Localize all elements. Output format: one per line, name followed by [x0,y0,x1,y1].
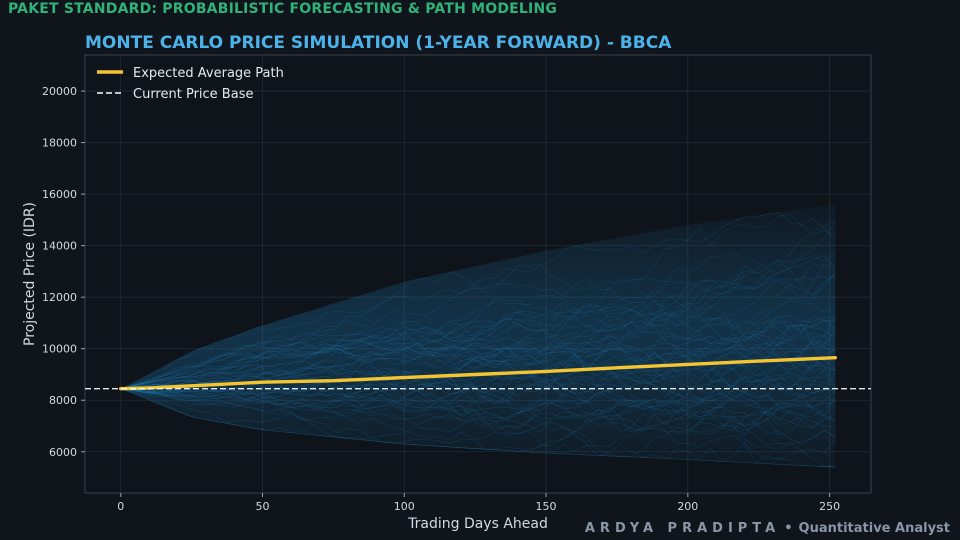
simulation-path [120,372,836,421]
simulation-path [120,347,836,404]
simulation-path [120,315,836,389]
simulation-path [120,273,836,389]
header-label: PAKET STANDARD: PROBABILISTIC FORECASTIN… [8,1,558,17]
y-tick-label: 12000 [42,291,77,304]
series-lines [85,356,871,391]
y-tick-label: 16000 [42,188,77,201]
x-tick-label: 150 [536,500,557,513]
simulation-path [120,327,836,417]
author-name: ARDYA PRADIPTA [584,521,781,536]
y-tick-label: 14000 [42,240,77,253]
simulation-path [120,302,836,389]
simulation-path [120,275,836,389]
y-tick-label: 10000 [42,343,77,356]
simulation-path [120,388,836,468]
simulation-path [120,260,836,389]
simulation-path [120,354,836,417]
simulation-path [120,388,836,435]
simulation-path [120,220,836,389]
simulation-path [120,254,836,389]
x-tick-label: 200 [677,500,698,513]
simulation-path [120,373,836,420]
simulation-path [120,388,836,468]
simulation-path [120,318,836,392]
axes: 0 50 100 150 200 250 6000 8000 10000 12000 14000 16… [42,85,840,513]
footer-credit: ARDYA PRADIPTA • Quantitative Analyst [585,521,950,536]
simulation-path [120,341,836,403]
simulation-path [120,371,836,423]
simulation-path [120,212,836,389]
simulation-path [120,363,836,415]
y-tick-label: 6000 [49,446,77,459]
x-tick-label: 250 [819,500,840,513]
simulation-paths [120,204,836,468]
simulation-path [120,354,836,440]
simulation-envelope [120,204,836,468]
simulation-path [120,366,836,445]
simulation-path [120,388,836,427]
simulation-path [120,387,836,435]
simulation-path [120,388,836,445]
simulation-path [120,388,836,467]
legend: Expected Average Path Current Price Base [97,66,284,102]
simulation-path [120,388,836,452]
simulation-path [120,388,836,458]
simulation-path [120,324,836,389]
y-tick-label: 18000 [42,137,77,150]
x-axis-label: Trading Days Ahead [407,516,548,532]
simulation-path [120,305,836,389]
simulation-path [120,252,836,389]
simulation-path [120,345,836,389]
simulation-path [120,388,836,468]
legend-label-base: Current Price Base [133,87,253,102]
chart-title: MONTE CARLO PRICE SIMULATION (1-YEAR FOR… [85,33,672,53]
simulation-path [120,274,836,389]
x-tick-label: 50 [256,500,270,513]
y-tick-label: 20000 [42,85,77,98]
expected-average-line [118,356,837,391]
simulation-path [120,346,836,393]
simulation-path [120,221,836,389]
y-axis-label: Projected Price (IDR) [22,202,38,346]
simulation-path [120,352,836,427]
simulation-path [120,383,836,416]
x-tick-label: 0 [117,500,124,513]
y-tick-label: 8000 [49,394,77,407]
simulation-path [120,360,836,414]
simulation-path [120,333,836,401]
simulation-path [120,318,836,389]
simulation-path [120,388,836,464]
x-tick-label: 100 [394,500,415,513]
simulation-path [120,323,836,395]
simulation-path [120,263,836,389]
simulation-path [120,318,836,398]
simulation-path [120,300,836,389]
legend-label-expected: Expected Average Path [133,66,284,81]
author-role: Quantitative Analyst [798,521,950,536]
simulation-path [120,310,836,389]
simulation-path [120,314,836,407]
simulation-path [120,262,836,389]
simulation-path [120,332,836,393]
separator-dot: • [784,521,793,536]
simulation-path [120,339,836,427]
simulation-path [120,213,836,389]
